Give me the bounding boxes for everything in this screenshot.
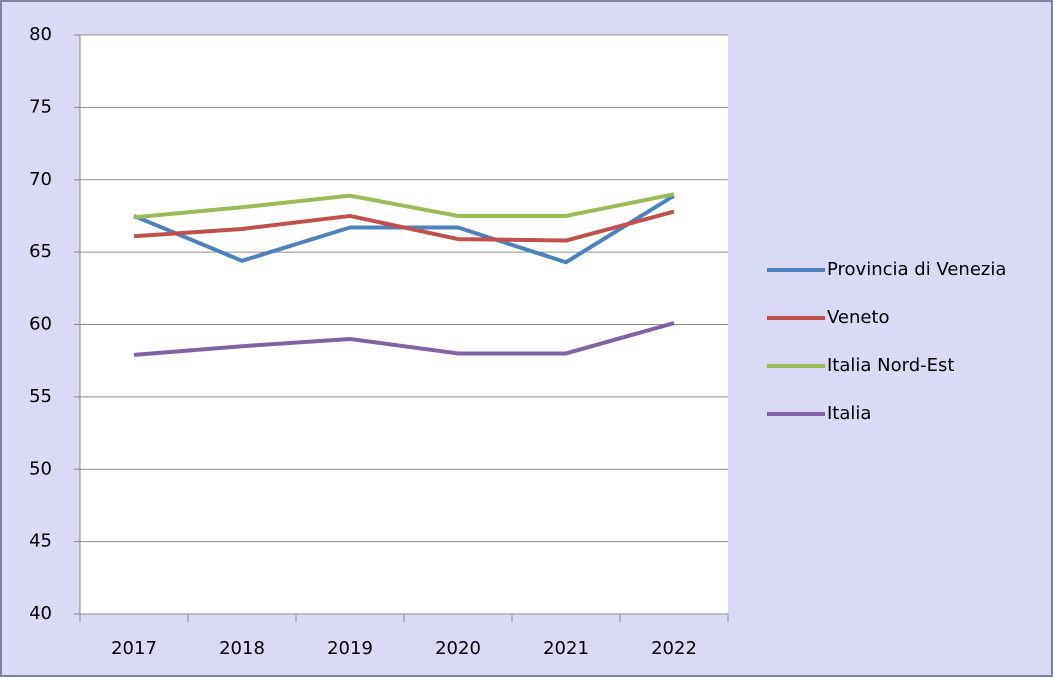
legend-label: Italia Nord-Est (827, 355, 954, 376)
y-tick-label: 75 (29, 96, 52, 117)
x-tick-label: 2022 (651, 638, 697, 659)
y-tick-label: 45 (29, 531, 52, 552)
series-line (133, 192, 675, 220)
y-tick-label: 60 (29, 314, 52, 335)
series-line (133, 209, 675, 243)
x-tick-label: 2021 (543, 638, 589, 659)
x-tick-label: 2019 (327, 638, 373, 659)
series-line (133, 321, 675, 357)
legend-label: Veneto (827, 307, 890, 328)
y-tick-label: 55 (29, 386, 52, 407)
legend-label: Italia (827, 403, 871, 424)
y-tick-label: 40 (29, 603, 52, 624)
y-tick-label: 50 (29, 458, 52, 479)
x-tick-label: 2017 (111, 638, 157, 659)
y-tick-label: 70 (29, 169, 52, 190)
legend-label: Provincia di Venezia (827, 259, 1006, 280)
y-tick-label: 80 (29, 24, 52, 45)
y-tick-label: 65 (29, 241, 52, 262)
x-tick-label: 2020 (435, 638, 481, 659)
x-tick-label: 2018 (219, 638, 265, 659)
